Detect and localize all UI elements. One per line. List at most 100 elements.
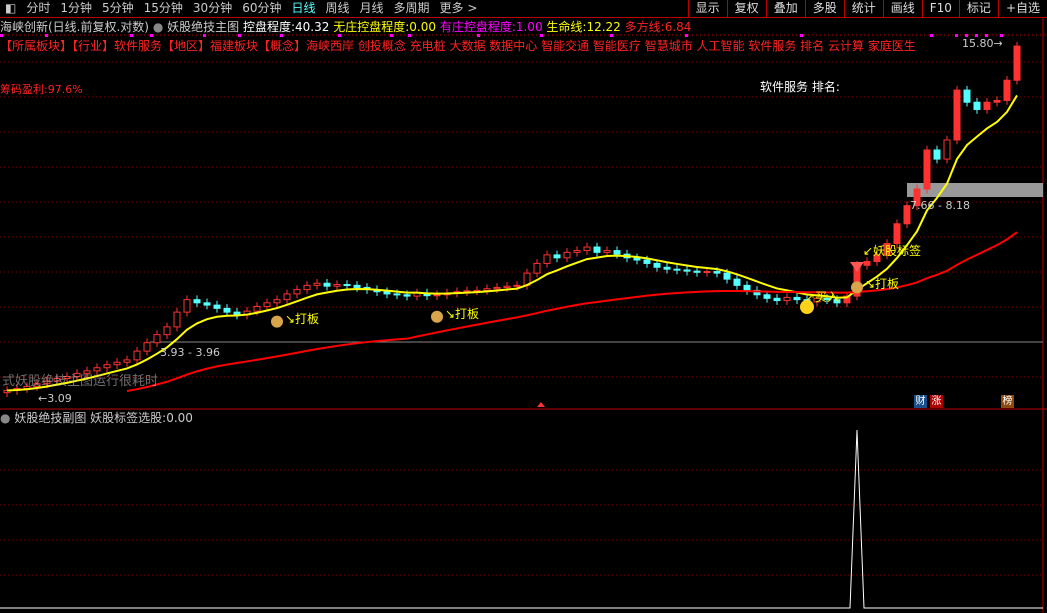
sub-settings-icon[interactable]: ● xyxy=(0,411,11,425)
period-tab[interactable]: 15分钟 xyxy=(143,1,183,15)
signal-dot xyxy=(800,34,803,37)
sub-signal-value: 0.00 xyxy=(166,411,193,425)
period-tab[interactable]: 周线 xyxy=(325,1,350,15)
period-toolbar: ◧ 分时 1分钟 5分钟 15分钟 30分钟 60分钟 日线 周线 月线 多周期 更多 > xyxy=(0,0,1047,18)
candle xyxy=(163,326,171,336)
period-tab[interactable]: 5分钟 xyxy=(102,1,134,15)
period-tab[interactable]: 多周期 xyxy=(393,1,430,15)
tool-button[interactable]: 标记 xyxy=(958,0,998,18)
range-label-2: 7.66 - 8.18 xyxy=(910,199,970,212)
candle xyxy=(593,246,601,253)
signal-dot xyxy=(477,34,480,37)
candle xyxy=(343,284,351,287)
candle xyxy=(783,296,791,302)
bull-line-label: 多方线: xyxy=(624,20,665,34)
signal-dot xyxy=(150,34,153,37)
candle xyxy=(313,282,321,286)
daban-label: ↘打板 xyxy=(865,277,900,292)
indicator-name[interactable]: 妖股绝技主图 xyxy=(167,20,240,34)
tool-button[interactable]: 显示 xyxy=(687,0,727,18)
wz-value: 0.00 xyxy=(409,20,436,34)
concept-tags: 【所属板块】【行业】软件服务【地区】福建板块【概念】海峡西岸 创投概念 充电桩 … xyxy=(0,39,916,53)
tool-button[interactable]: 统计 xyxy=(843,0,883,18)
candle xyxy=(693,270,701,273)
candle xyxy=(793,296,801,301)
tool-button[interactable]: 多股 xyxy=(804,0,844,18)
signal-dot xyxy=(955,34,958,37)
signal-dot xyxy=(930,34,933,37)
yz-label: 有庄控盘程度: xyxy=(439,20,516,34)
candle xyxy=(643,259,651,264)
period-tab[interactable]: 60分钟 xyxy=(242,1,282,15)
life-line xyxy=(6,94,1018,392)
life-line-label: 生命线: xyxy=(546,20,587,34)
tool-button[interactable]: 画线 xyxy=(882,0,922,18)
candle xyxy=(763,294,771,299)
signal-dot xyxy=(280,34,283,37)
daban-label: ↘打板 xyxy=(445,306,480,321)
signal-dot xyxy=(965,34,968,37)
sub-indicator-header: ● 妖股绝技副图 妖股标签选股:0.00 xyxy=(0,410,193,426)
signal-dot xyxy=(130,34,133,37)
candle xyxy=(123,359,131,363)
signal-dot xyxy=(975,34,978,37)
marker-icon xyxy=(537,402,545,407)
tool-button[interactable]: 复权 xyxy=(726,0,766,18)
candle xyxy=(63,376,71,380)
candle xyxy=(153,334,161,344)
candle xyxy=(733,278,741,286)
period-tab[interactable]: 1分钟 xyxy=(60,1,92,15)
candle xyxy=(383,291,391,295)
rise-badge[interactable]: 涨 xyxy=(930,395,943,408)
tool-button[interactable]: +自选 xyxy=(997,0,1047,18)
candle xyxy=(953,89,961,141)
candle xyxy=(513,284,521,287)
period-tab[interactable]: 日线 xyxy=(291,1,316,15)
candle xyxy=(743,284,751,291)
period-tab[interactable]: 30分钟 xyxy=(192,1,233,15)
candle xyxy=(143,342,151,352)
signal-dot xyxy=(338,34,341,37)
candle xyxy=(913,188,921,207)
tool-button[interactable]: 叠加 xyxy=(765,0,805,18)
candle xyxy=(933,149,941,160)
chip-profit: 筹码盈利:97.6% xyxy=(0,83,83,96)
period-tab[interactable]: 更多 > xyxy=(439,1,478,15)
candle xyxy=(303,284,311,291)
kp-label: 控盘程度: xyxy=(242,20,296,34)
candle xyxy=(273,299,281,304)
daban-label: ↘打板 xyxy=(285,311,320,326)
finance-badge[interactable]: 财 xyxy=(914,395,927,408)
candle xyxy=(173,311,181,328)
candle xyxy=(83,370,91,374)
candle xyxy=(33,383,41,387)
signal-dot xyxy=(610,34,613,37)
period-tab[interactable]: 月线 xyxy=(359,1,384,15)
period-tab[interactable]: 分时 xyxy=(26,1,51,15)
diamond-icon xyxy=(850,262,864,272)
candle xyxy=(283,293,291,301)
life-line-value: 12.22 xyxy=(586,20,621,34)
indicator-settings-icon[interactable]: ● xyxy=(152,20,164,34)
candle xyxy=(963,89,971,103)
candle xyxy=(813,297,821,303)
candle xyxy=(573,250,581,253)
candle xyxy=(193,299,201,304)
signal-dot xyxy=(238,34,241,37)
kp-value: 40.32 xyxy=(295,20,330,34)
candle xyxy=(663,266,671,270)
candle xyxy=(713,271,721,274)
candle xyxy=(263,302,271,307)
money-bag-icon xyxy=(431,310,443,323)
money-bag-icon xyxy=(271,315,283,328)
candle xyxy=(683,269,691,272)
candle xyxy=(353,284,361,288)
rank-badge[interactable]: 榜 xyxy=(1001,395,1014,408)
panel-toggle-icon[interactable]: ◧ xyxy=(5,1,17,15)
stock-title: 海峡创新(日线.前复权.对数) xyxy=(0,20,149,34)
tool-button[interactable]: F10 xyxy=(921,0,959,18)
sub-indicator-name[interactable]: 妖股绝技副图 xyxy=(14,411,87,425)
candle xyxy=(43,380,51,385)
candle xyxy=(133,350,141,361)
